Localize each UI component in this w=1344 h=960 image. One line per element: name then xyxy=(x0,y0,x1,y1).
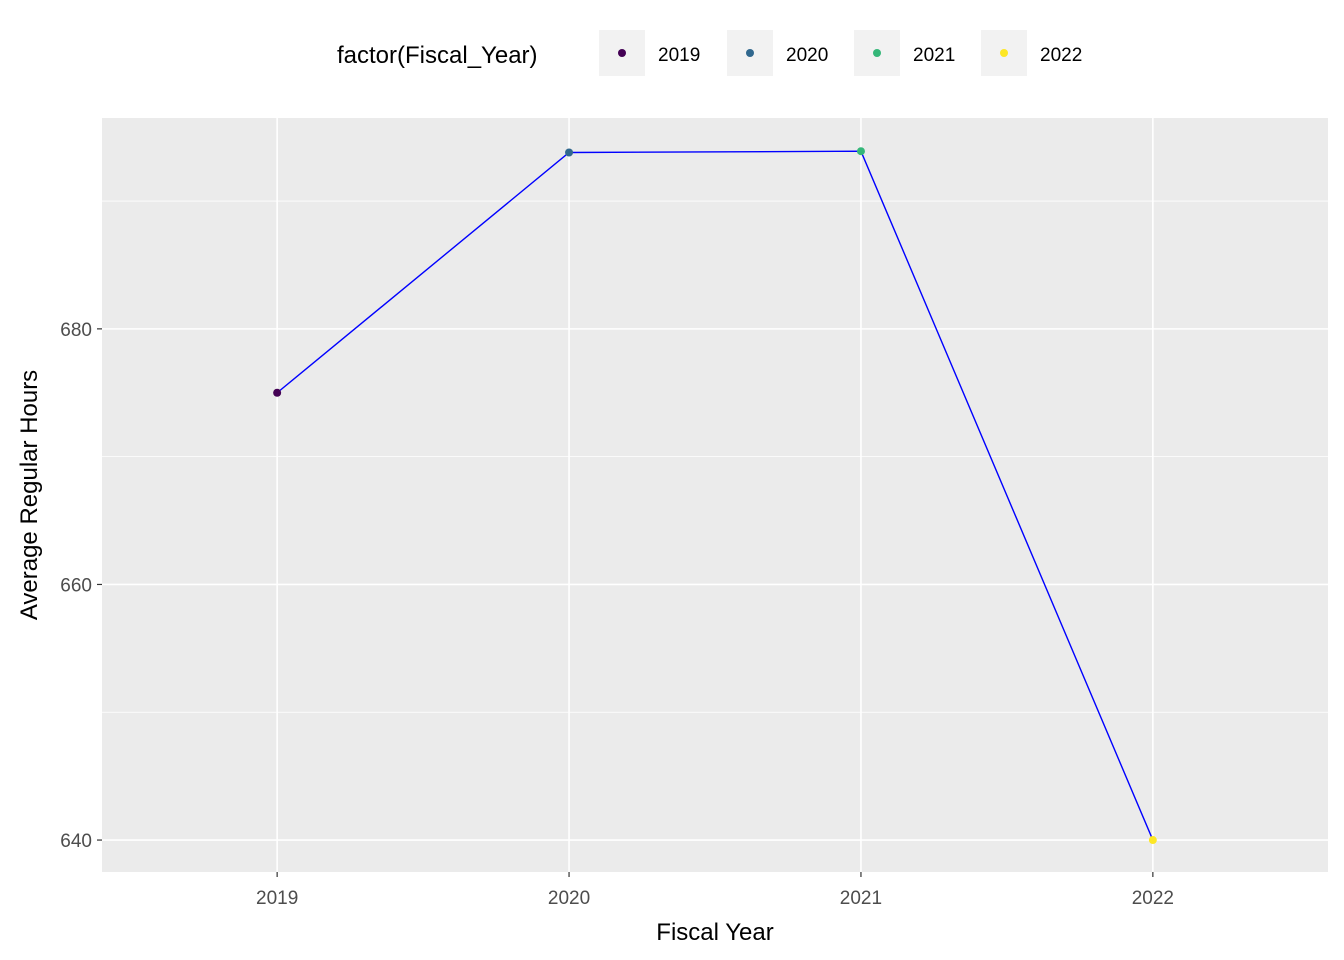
data-point-2022 xyxy=(1148,836,1157,845)
legend-item-2019: 2019 xyxy=(599,30,700,76)
data-point-2019 xyxy=(273,388,282,397)
legend-label: 2019 xyxy=(658,45,700,66)
series-line xyxy=(276,150,1154,841)
major-gridlines xyxy=(102,118,1328,872)
x-tick-label: 2020 xyxy=(548,888,590,909)
y-tick-label: 680 xyxy=(60,320,92,341)
legend-swatch xyxy=(873,49,881,57)
plot-panel xyxy=(102,118,1328,872)
legend: factor(Fiscal_Year) 2019 2020 2021 2022 xyxy=(337,30,1082,76)
legend-label: 2022 xyxy=(1040,45,1082,66)
legend-swatch xyxy=(1000,49,1008,57)
y-axis-title: Average Regular Hours xyxy=(16,370,43,620)
data-point-2021 xyxy=(856,147,865,156)
data-point-2020 xyxy=(565,148,574,157)
legend-swatch xyxy=(618,49,626,57)
minor-gridlines xyxy=(102,200,1328,713)
x-tick-label: 2021 xyxy=(840,888,882,909)
y-tick-label: 640 xyxy=(60,831,92,852)
series-line-group xyxy=(276,150,1154,841)
legend-item-2020: 2020 xyxy=(727,30,828,76)
x-axis: 2019 2020 2021 2022 xyxy=(256,872,1174,909)
legend-item-2022: 2022 xyxy=(981,30,1082,76)
legend-title: factor(Fiscal_Year) xyxy=(337,42,538,69)
legend-item-2021: 2021 xyxy=(854,30,955,76)
x-tick-label: 2019 xyxy=(256,888,298,909)
x-axis-title: Fiscal Year xyxy=(656,919,773,946)
legend-label: 2021 xyxy=(913,45,955,66)
data-points xyxy=(273,147,1157,845)
x-tick-label: 2022 xyxy=(1132,888,1174,909)
legend-swatch xyxy=(746,49,754,57)
legend-label: 2020 xyxy=(786,45,828,66)
y-tick-label: 660 xyxy=(60,575,92,596)
y-axis: 640 660 680 xyxy=(60,320,102,852)
